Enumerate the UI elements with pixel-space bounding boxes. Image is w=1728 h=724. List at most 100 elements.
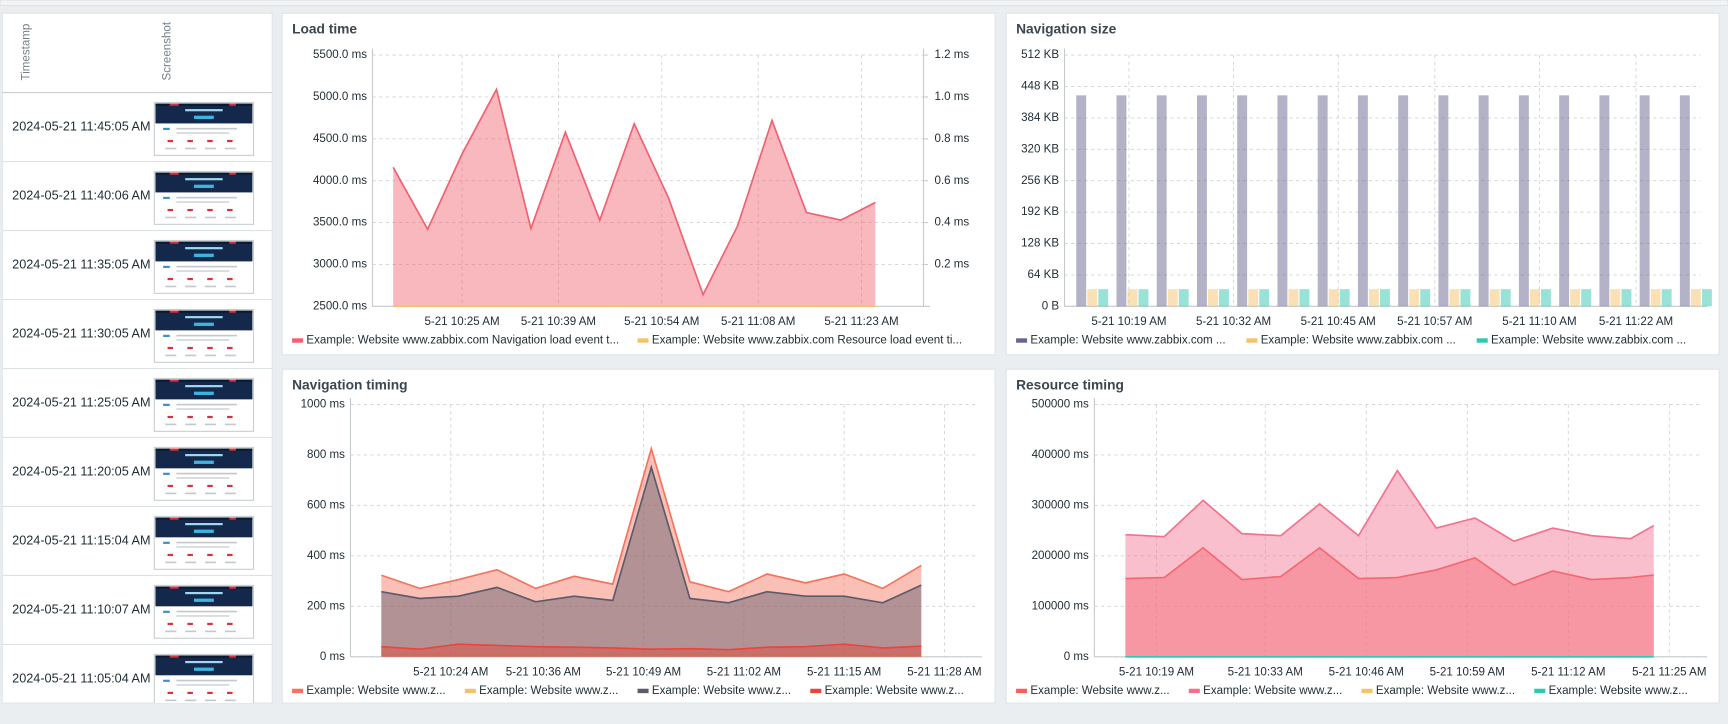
thumb-red <box>229 172 236 175</box>
widget: Navigation timing 0 ms 200 ms 400 ms 600 ms 8… <box>281 368 996 704</box>
legend-marker <box>1361 688 1373 694</box>
thumb-text <box>165 561 177 564</box>
legend-item[interactable]: Example: Website www.z... <box>1188 685 1343 697</box>
thumb-red <box>229 310 236 313</box>
area <box>381 448 922 657</box>
legend-item[interactable]: Example: Website www.zabbix.com Resource… <box>637 335 963 347</box>
thumb-icon <box>207 691 213 695</box>
legend-label: Example: Website www.z... <box>306 685 445 697</box>
bar <box>1277 95 1288 307</box>
thumb-button <box>193 598 214 602</box>
thumb-icon <box>167 691 174 695</box>
table-row[interactable]: 2024-05-21 11:30:05 AM <box>2 308 273 370</box>
thumb-red <box>169 241 179 244</box>
timestamp: 2024-05-21 11:40:06 AM <box>12 188 150 202</box>
bar <box>1610 289 1621 307</box>
thumb-heading <box>185 660 223 664</box>
bar <box>1679 95 1690 307</box>
timestamp: 2024-05-21 11:15:04 AM <box>12 533 150 547</box>
thumb-line <box>176 684 230 686</box>
y-tick-label: 800 ms <box>307 449 345 461</box>
thumb-text <box>224 423 236 426</box>
y2-tick-label: 0.2 ms <box>935 259 970 271</box>
thumb-line <box>176 270 230 272</box>
table-row[interactable]: 2024-05-21 11:35:05 AM <box>2 239 273 301</box>
thumb-line <box>176 610 237 613</box>
legend-item[interactable]: Example: Website www.zabbix.com ... <box>1016 335 1226 347</box>
thumb-text <box>224 285 236 288</box>
thumbnail[interactable] <box>153 515 255 570</box>
thumb-icon <box>227 484 233 488</box>
bar <box>1379 289 1390 307</box>
legend-item[interactable]: Example: Website www.z... <box>1361 685 1516 697</box>
table-row[interactable]: 2024-05-21 11:45:05 AM <box>2 101 273 163</box>
thumb-heading <box>185 109 223 112</box>
bar <box>1661 289 1672 307</box>
legend-item[interactable]: Example: Website www.zabbix.com ... <box>1246 335 1456 347</box>
legend-marker <box>637 338 649 343</box>
thumbnail[interactable] <box>153 584 255 639</box>
thumbnail[interactable] <box>153 446 255 501</box>
bar <box>1599 95 1610 307</box>
legend-item[interactable]: Example: Website www.z... <box>1534 685 1688 697</box>
y-tick-label: 1000 ms <box>301 398 346 410</box>
thumb-bar <box>155 379 253 382</box>
thumbnail[interactable] <box>153 653 255 707</box>
legend-item[interactable]: Example: Website www.z... <box>810 685 964 697</box>
thumb-red <box>169 448 179 451</box>
x-tick-label: 5-21 11:28 AM <box>907 666 981 678</box>
line <box>392 87 876 297</box>
legend-item[interactable]: Example: Website www.zabbix.com Navigati… <box>292 335 619 347</box>
y-tick-label: 64 KB <box>1028 269 1060 281</box>
table-row[interactable]: 2024-05-21 11:15:04 AM <box>2 515 273 577</box>
thumb-icon <box>187 691 193 695</box>
table-row[interactable]: 2024-05-21 11:40:06 AM <box>2 170 273 232</box>
timestamp: 2024-05-21 11:25:05 AM <box>12 395 150 409</box>
thumb-button <box>193 529 214 533</box>
thumb-red <box>169 379 179 382</box>
legend-item[interactable]: Example: Website www.zabbix.com ... <box>1476 335 1686 347</box>
table-row[interactable]: 2024-05-21 11:10:07 AM <box>2 584 273 645</box>
bar <box>1237 95 1248 307</box>
y-tick-label: 400000 ms <box>1032 449 1089 461</box>
legend-item[interactable]: Example: Website www.z... <box>637 685 792 697</box>
thumb-icon <box>227 415 233 419</box>
legend-marker <box>464 688 476 694</box>
thumb-red <box>169 172 179 175</box>
table-row[interactable]: 2024-05-21 11:25:05 AM <box>2 377 273 439</box>
legend-item[interactable]: Example: Website www.z... <box>292 685 446 697</box>
timestamp: 2024-05-21 11:30:05 AM <box>12 326 150 340</box>
thumb-hero <box>155 241 253 262</box>
timestamp: 2024-05-21 11:05:04 AM <box>12 671 150 685</box>
y-tick-label: 5500.0 ms <box>313 49 367 61</box>
thumb-text <box>185 285 197 288</box>
widget: Resource timing 0 ms 100000 ms 200000 ms 300… <box>1005 368 1720 704</box>
thumb-line <box>163 679 170 682</box>
thumb-icon <box>227 691 233 695</box>
legend-item[interactable]: Example: Website www.z... <box>1016 685 1170 697</box>
bar <box>1178 289 1189 307</box>
thumbnail[interactable] <box>153 377 255 432</box>
widget: Navigation size 0 B 64 KB 128 KB 192 KB 256 K… <box>1005 12 1720 356</box>
bar <box>1328 289 1339 307</box>
x-tick-label: 5-21 11:25 AM <box>1632 666 1706 678</box>
thumbnail[interactable] <box>153 101 255 156</box>
bar <box>1248 289 1259 307</box>
thumb-line <box>163 334 170 337</box>
bar <box>1167 289 1178 307</box>
thumb-heading <box>185 454 223 457</box>
thumb-text <box>224 354 236 357</box>
bar <box>1098 289 1109 307</box>
thumbnail[interactable] <box>153 239 255 294</box>
thumb-bar <box>155 310 253 313</box>
line <box>381 643 922 651</box>
table-row[interactable]: 2024-05-21 11:05:04 AM <box>2 653 272 713</box>
thumb-text <box>205 147 217 150</box>
y-tick-label: 100000 ms <box>1032 600 1089 612</box>
line <box>381 464 922 604</box>
y-tick-label: 2500.0 ms <box>313 300 367 312</box>
table-row[interactable]: 2024-05-21 11:20:05 AM <box>2 446 273 508</box>
legend-item[interactable]: Example: Website www.z... <box>464 685 619 697</box>
thumbnail[interactable] <box>153 308 255 363</box>
thumbnail[interactable] <box>153 170 255 225</box>
